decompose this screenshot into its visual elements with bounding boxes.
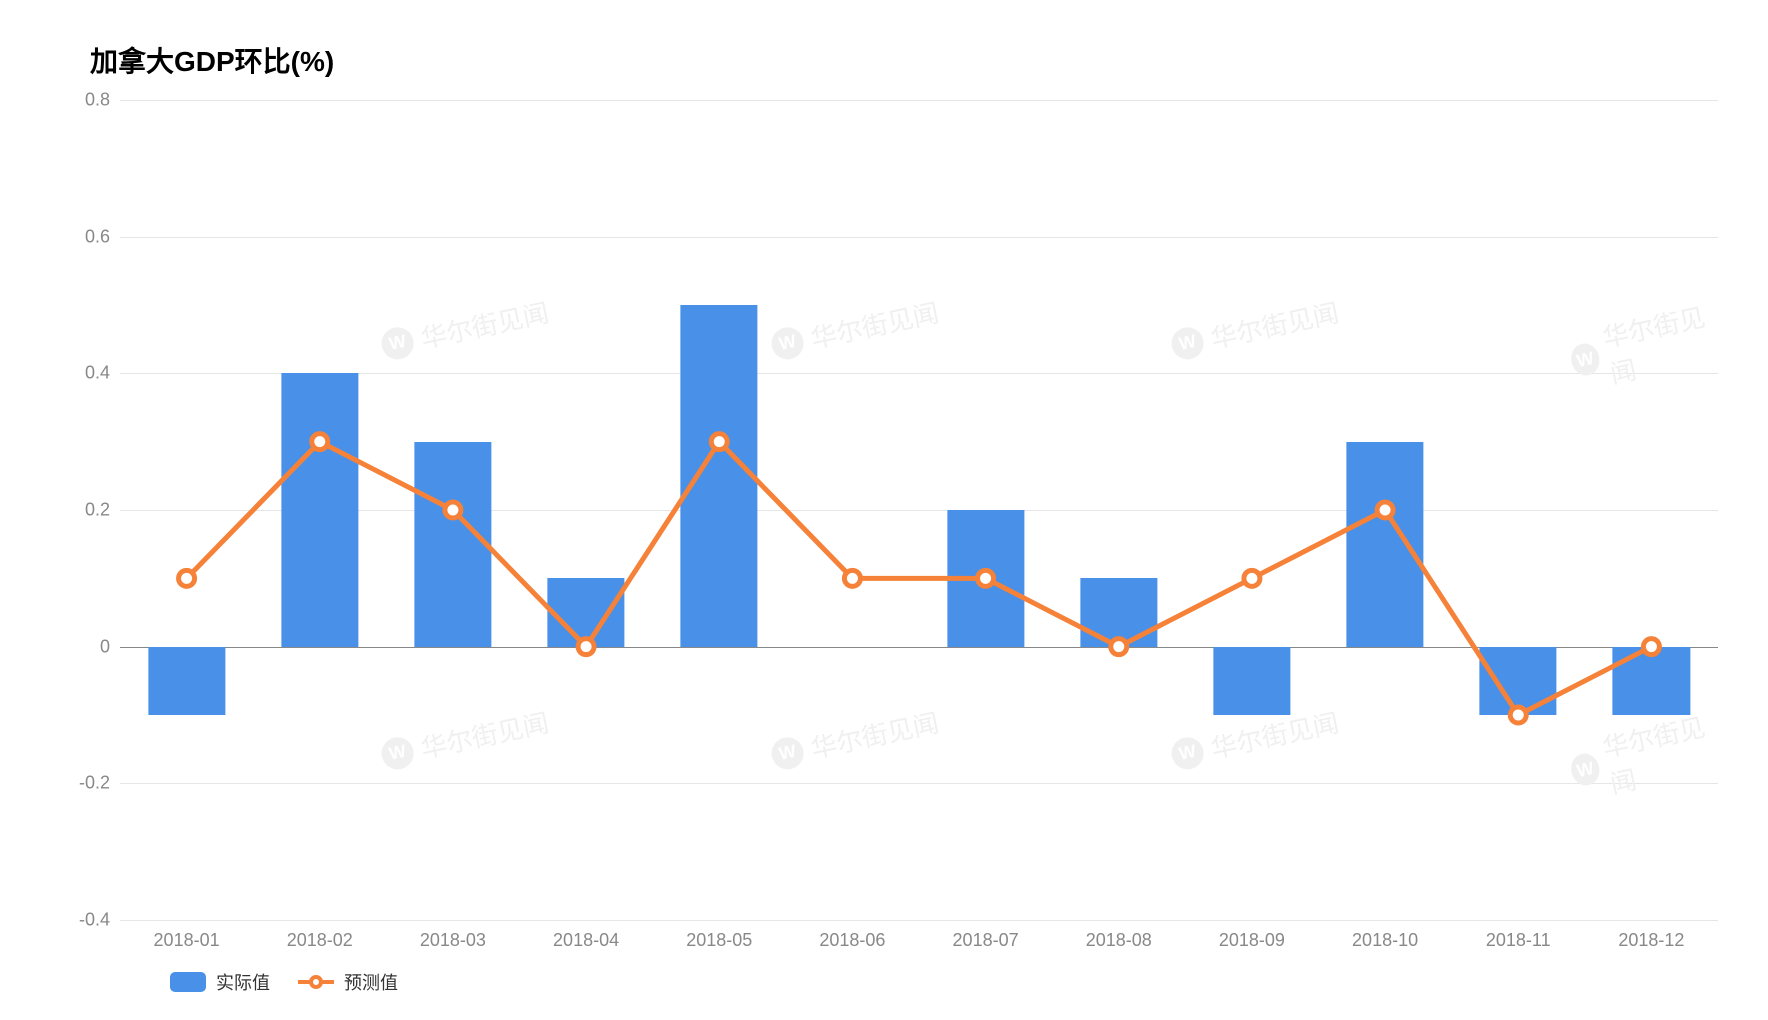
- line-marker: [978, 570, 994, 586]
- x-tick-label: 2018-06: [819, 930, 885, 951]
- x-tick-label: 2018-03: [420, 930, 486, 951]
- legend-swatch-bar: [170, 972, 206, 992]
- line-marker: [1643, 639, 1659, 655]
- line-layer: [120, 100, 1718, 920]
- y-tick-label: 0.6: [85, 226, 110, 247]
- line-marker: [1111, 639, 1127, 655]
- line-marker: [1510, 707, 1526, 723]
- line-marker: [1377, 502, 1393, 518]
- x-tick-label: 2018-05: [686, 930, 752, 951]
- y-tick-label: 0.4: [85, 363, 110, 384]
- x-tick-label: 2018-11: [1486, 930, 1551, 951]
- line-marker: [445, 502, 461, 518]
- legend-label: 实际值: [216, 969, 270, 995]
- x-tick-label: 2018-08: [1086, 930, 1152, 951]
- x-tick-label: 2018-12: [1618, 930, 1684, 951]
- x-tick-label: 2018-10: [1352, 930, 1418, 951]
- y-axis: -0.4-0.200.20.40.60.8: [50, 100, 120, 920]
- line-marker: [1244, 570, 1260, 586]
- line-marker: [711, 434, 727, 450]
- line-marker: [844, 570, 860, 586]
- y-tick-label: 0.2: [85, 500, 110, 521]
- x-tick-label: 2018-04: [553, 930, 619, 951]
- y-tick-label: 0.8: [85, 90, 110, 111]
- grid-line: [120, 920, 1718, 921]
- line-marker: [179, 570, 195, 586]
- legend-label: 预测值: [344, 969, 398, 995]
- line-path: [187, 442, 1652, 715]
- x-tick-label: 2018-02: [287, 930, 353, 951]
- x-tick-label: 2018-07: [953, 930, 1019, 951]
- legend: 实际值 预测值: [170, 969, 398, 995]
- line-marker: [312, 434, 328, 450]
- chart-title: 加拿大GDP环比(%): [90, 40, 1718, 80]
- y-tick-label: -0.2: [79, 773, 110, 794]
- y-tick-label: 0: [100, 636, 110, 657]
- legend-item: 实际值: [170, 969, 270, 995]
- x-tick-label: 2018-01: [154, 930, 220, 951]
- legend-item: 预测值: [298, 969, 398, 995]
- y-tick-label: -0.4: [79, 910, 110, 931]
- x-tick-label: 2018-09: [1219, 930, 1285, 951]
- chart-container: 加拿大GDP环比(%) -0.4 -0.2 0 0.2 0.4 0.6 0.8 2018-0…: [0, 0, 1768, 1020]
- line-marker: [578, 639, 594, 655]
- legend-swatch-line: [298, 980, 334, 984]
- plot-area: -0.4-0.200.20.40.60.8 2018-012018-022018…: [50, 100, 1718, 920]
